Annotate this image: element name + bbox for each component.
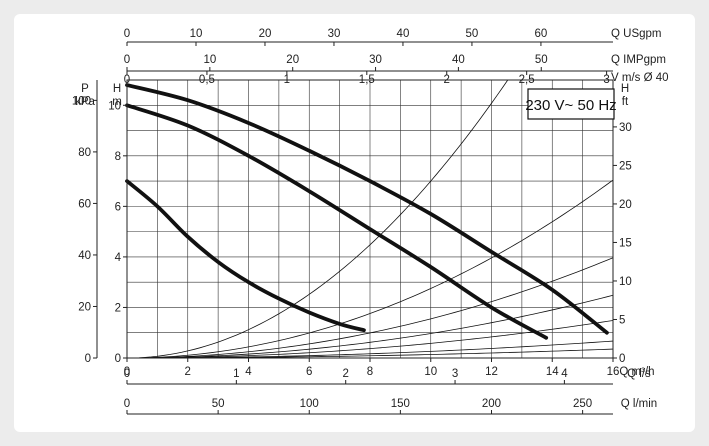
kpa-tick-label: 100 [72, 95, 91, 107]
system-curve [126, 79, 509, 359]
ft-tick-label: 20 [619, 199, 632, 211]
x-tick-label: 4 [245, 366, 252, 378]
ft-tick-label: 5 [619, 314, 625, 326]
impgpm-axis-label: Q IMPgpm [611, 54, 666, 66]
usgpm-tick-label: 20 [259, 28, 272, 40]
ft-tick-label: 15 [619, 237, 632, 249]
velocity-tick-label: 2 [444, 74, 450, 86]
ls-tick-label: 3 [452, 368, 458, 380]
y-tick-label: 8 [115, 151, 121, 163]
system-curve [126, 257, 614, 359]
pump-curve [125, 179, 366, 333]
velocity-tick-label: 0 [124, 74, 130, 86]
ls-axis-label: Q l/s [627, 368, 651, 380]
usgpm-tick-label: 30 [328, 28, 341, 40]
x-tick-label: 14 [546, 366, 559, 378]
y-tick-label: 10 [108, 100, 121, 112]
x-tick-label: 16 [607, 366, 620, 378]
y-tick-label: 2 [115, 302, 121, 314]
velocity-tick-label: 0,5 [199, 74, 215, 86]
lmin-axis-label: Q l/min [621, 398, 657, 410]
impgpm-tick-label: 30 [369, 54, 382, 66]
kpa-tick-label: 0 [85, 353, 91, 365]
usgpm-tick-label: 40 [397, 28, 410, 40]
ls-tick-label: 4 [561, 368, 568, 380]
ls-tick-label: 0 [124, 368, 130, 380]
x-tick-label: 0 [124, 366, 130, 378]
usgpm-tick-label: 60 [535, 28, 548, 40]
grid [126, 79, 614, 359]
ft-tick-label: 30 [619, 122, 632, 134]
x-axis-label: Q m³/h [619, 366, 654, 378]
ft-tick-label: 10 [619, 276, 632, 288]
velocity-axis-label: V m/s Ø 40 [611, 72, 669, 84]
lmin-tick-label: 50 [212, 398, 225, 410]
x-tick-label: 12 [485, 366, 498, 378]
y-tick-label: 6 [115, 201, 121, 213]
x-tick-label: 2 [185, 366, 191, 378]
impgpm-tick-label: 40 [452, 54, 465, 66]
impgpm-tick-label: 0 [124, 54, 130, 66]
y-tick-label: 4 [115, 252, 122, 264]
usgpm-tick-label: 0 [124, 28, 130, 40]
axes [93, 41, 617, 415]
lmin-tick-label: 0 [124, 398, 130, 410]
lmin-tick-label: 250 [573, 398, 592, 410]
velocity-tick-label: 1 [284, 74, 290, 86]
ls-tick-label: 1 [233, 368, 239, 380]
pump-curve [125, 103, 549, 340]
annotation-box: 230 V~ 50 Hz [525, 88, 617, 120]
kpa-tick-label: 60 [78, 198, 91, 210]
impgpm-tick-label: 50 [535, 54, 548, 66]
usgpm-tick-label: 50 [466, 28, 479, 40]
kpa-tick-label: 80 [78, 147, 91, 159]
system-curve [126, 294, 614, 359]
annotation-text: 230 V~ 50 Hz [525, 97, 616, 114]
usgpm-tick-label: 10 [190, 28, 203, 40]
ft-tick-label: 0 [619, 353, 625, 365]
y-tick-label: 0 [115, 353, 121, 365]
lmin-tick-label: 150 [391, 398, 410, 410]
kpa-tick-label: 20 [78, 301, 91, 313]
pump-curve [125, 83, 609, 335]
ft-tick-label: 25 [619, 160, 632, 172]
lmin-tick-label: 200 [482, 398, 501, 410]
kpa-tick-label: 40 [78, 250, 91, 262]
system-curves [126, 79, 614, 359]
impgpm-tick-label: 20 [286, 54, 299, 66]
velocity-tick-label: 1,5 [359, 74, 375, 86]
lmin-tick-label: 100 [300, 398, 319, 410]
ls-tick-label: 2 [342, 368, 348, 380]
x-tick-label: 8 [367, 366, 373, 378]
system-curve [126, 179, 614, 359]
velocity-tick-label: 3 [603, 74, 609, 86]
x-tick-label: 6 [306, 366, 312, 378]
pump-curves [125, 83, 609, 340]
x-tick-label: 10 [424, 366, 437, 378]
impgpm-tick-label: 10 [203, 54, 216, 66]
usgpm-axis-label: Q USgpm [611, 28, 662, 40]
velocity-tick-label: 2,5 [519, 74, 535, 86]
